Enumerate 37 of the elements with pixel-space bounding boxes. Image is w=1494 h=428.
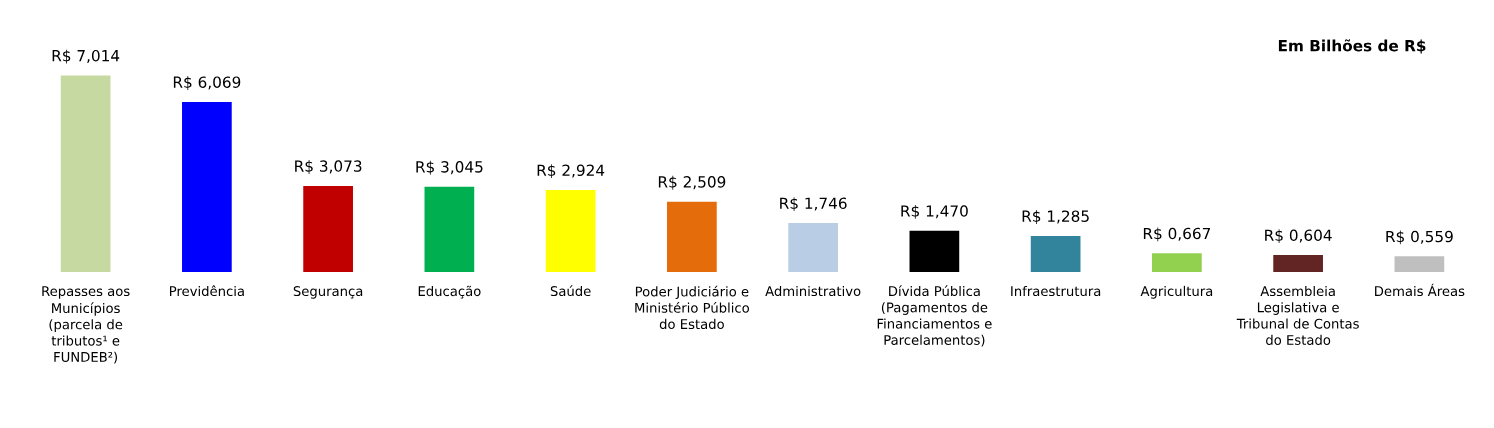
bar [909, 230, 960, 272]
bar [788, 223, 838, 272]
data-label: R$ 0,604 [1265, 229, 1332, 244]
x-tick-label: Assembleia Legislativa e Tribunal de Contas do Estado [1236, 285, 1359, 345]
x-tick-label: Dívida Pública (Pagamentos de Financiamentos e Parcelamentos) [877, 285, 992, 347]
x-tick-label: Administrativo [765, 285, 861, 297]
bar [424, 186, 475, 272]
data-label: R$ 1,470 [901, 204, 968, 219]
bar [667, 201, 717, 272]
x-tick-label: Saúde [550, 285, 591, 297]
data-label: R$ 3,045 [416, 160, 483, 175]
data-label: R$ 2,924 [537, 164, 605, 179]
bar [182, 102, 232, 272]
bar [1152, 253, 1202, 272]
x-tick-label: Demais Áreas [1375, 283, 1465, 297]
bar [1030, 236, 1081, 272]
data-label: R$ 1,746 [780, 197, 847, 212]
x-tick-label: Infraestrutura [1011, 285, 1101, 297]
text: Em Bilhões de R$ [1278, 39, 1426, 54]
data-label: R$ 1,285 [1022, 210, 1089, 224]
data-label: R$ 0,559 [1386, 230, 1453, 245]
x-tick-label: Educação [418, 285, 481, 299]
bar [303, 185, 353, 272]
data-label: R$ 0,667 [1143, 227, 1211, 242]
bar [60, 75, 111, 272]
data-label: R$ 3,073 [295, 160, 362, 174]
bar [545, 190, 596, 272]
bar [1394, 256, 1445, 272]
data-label: R$ 2,509 [658, 175, 726, 190]
x-tick-label: Previdência [170, 285, 244, 297]
x-tick-label: Poder Judiciário e Ministério Público do Estado [635, 285, 750, 330]
bar [1273, 255, 1323, 272]
data-label: R$ 7,014 [52, 49, 120, 64]
data-label: R$ 6,069 [173, 76, 241, 90]
x-tick-label: Repasses aos Municípios (parcela de tributos¹ e FUNDEB²) [42, 286, 130, 364]
x-tick-label: Agricultura [1140, 285, 1213, 299]
x-tick-label: Segurança [293, 286, 363, 299]
